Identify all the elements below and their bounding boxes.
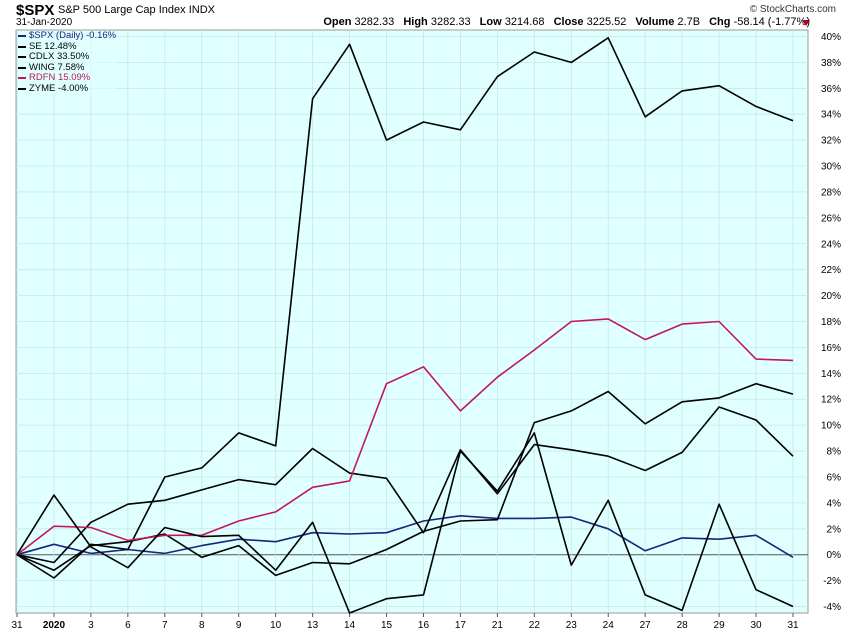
chart-legend: $SPX (Daily) -0.16% SE 12.48% CDLX 33.50% W… [18, 30, 117, 95]
legend-swatch [18, 66, 26, 69]
y-tick-label: 12% [821, 395, 841, 406]
x-tick-label: 14 [344, 620, 356, 631]
x-tick-label: 9 [236, 620, 242, 631]
high-label: High [403, 16, 428, 28]
x-tick-label: 15 [381, 620, 393, 631]
x-tick-label: 24 [603, 620, 615, 631]
close-label: Close [553, 16, 584, 28]
open-label: Open [323, 16, 352, 28]
x-tick-label: 13 [307, 620, 319, 631]
legend-swatch [18, 56, 26, 59]
y-tick-label: 24% [821, 239, 841, 250]
y-tick-label: 20% [821, 291, 841, 302]
close-value: 3225.52 [586, 16, 627, 28]
chart-header: $SPX S&P 500 Large Cap Index INDX 31-Jan… [0, 0, 850, 30]
x-tick-label: 6 [125, 620, 131, 631]
x-tick-label: 10 [270, 620, 282, 631]
legend-item: WING 7.58% [18, 61, 116, 74]
x-tick-label: 22 [529, 620, 541, 631]
y-tick-label: 0% [827, 550, 842, 561]
down-arrow-icon [802, 20, 810, 26]
x-tick-label: 29 [714, 620, 726, 631]
chart-date: 31-Jan-2020 [16, 17, 73, 28]
x-tick-label: 2020 [43, 620, 66, 631]
x-tick-label: 31 [11, 620, 23, 631]
exchange-label: INDX [188, 4, 215, 16]
x-tick-label: 16 [418, 620, 430, 631]
x-tick-label: 27 [640, 620, 652, 631]
instrument-name: S&P 500 Large Cap Index INDX [58, 4, 215, 16]
legend-label: RDFN 15.09% [29, 72, 91, 83]
high-value: 3282.33 [430, 16, 471, 28]
legend-swatch [18, 87, 26, 90]
stockcharts-logo[interactable]: © StockCharts.com [749, 4, 836, 15]
y-tick-label: -4% [823, 602, 841, 613]
instrument-title: S&P 500 Large Cap Index [58, 4, 186, 16]
grid-lines [16, 30, 808, 613]
series-line [16, 318, 794, 556]
x-tick-label: 31 [787, 620, 799, 631]
low-label: Low [479, 16, 502, 28]
x-tick-label: 7 [162, 620, 168, 631]
y-tick-label: 10% [821, 421, 841, 432]
legend-label: SE 12.48% [29, 40, 77, 52]
y-tick-label: 4% [827, 498, 842, 509]
legend-item: RDFN 15.09% [18, 72, 116, 84]
x-tick-label: 28 [677, 620, 689, 631]
legend-swatch [18, 77, 26, 80]
y-tick-label: 32% [821, 136, 841, 147]
y-tick-label: 40% [821, 32, 841, 43]
y-tick-label: 14% [821, 369, 841, 380]
low-value: 3214.68 [504, 16, 545, 28]
legend-label: $SPX (Daily) -0.16% [29, 30, 117, 41]
legend-item: $SPX (Daily) -0.16% [18, 30, 117, 42]
x-tick-label: 8 [199, 620, 205, 631]
legend-item: ZYME -4.00% [18, 82, 116, 95]
y-tick-label: 26% [821, 213, 841, 224]
chg-value: -58.14 (-1.77%) [733, 16, 810, 28]
legend-item: SE 12.48% [18, 40, 116, 53]
volume-value: 2.7B [677, 16, 701, 28]
x-tick-label: 23 [566, 620, 578, 631]
y-tick-label: 8% [827, 447, 842, 458]
series-lines [16, 36, 794, 614]
volume-label: Volume [635, 16, 675, 28]
legend-swatch [18, 45, 26, 48]
series-line [16, 432, 794, 614]
y-tick-label: 38% [821, 58, 841, 69]
y-tick-label: 22% [821, 265, 841, 276]
legend-item: CDLX 33.50% [18, 51, 116, 63]
series-line [16, 406, 794, 564]
x-tick-label: 30 [750, 620, 762, 631]
x-axis-ticks: 31 2020 3 6 7 8 9 10 13 14 15 16 17 21 22 23 24 27 28 29 30 3… [11, 613, 799, 631]
y-tick-label: -2% [823, 576, 841, 587]
chg-label: Chg [709, 16, 731, 28]
legend-label: WING 7.58% [29, 61, 85, 73]
ticker-symbol: $SPX [16, 2, 55, 19]
y-tick-label: 30% [821, 162, 841, 173]
series-line [16, 514, 794, 558]
legend-swatch [18, 35, 26, 38]
y-tick-label: 34% [821, 110, 841, 121]
x-tick-label: 3 [88, 620, 94, 631]
y-tick-label: 2% [827, 524, 842, 535]
legend-label: ZYME -4.00% [29, 82, 89, 94]
x-tick-label: 21 [492, 620, 504, 631]
y-tick-label: 18% [821, 317, 841, 328]
legend-label: CDLX 33.50% [29, 51, 90, 62]
y-tick-label: 36% [821, 84, 841, 95]
y-tick-label: 6% [827, 472, 842, 483]
ohlc-readout: Open 3282.33 High 3282.33 Low 3214.68 Cl… [317, 16, 810, 28]
open-value: 3282.33 [354, 16, 395, 28]
y-tick-label: 16% [821, 343, 841, 354]
series-line [16, 36, 794, 579]
x-tick-label: 17 [455, 620, 467, 631]
y-axis-ticks: -4% -2% 0% 2% 4% 6% 8% 10% 12% 14% 16% 18% 20% 22% 24%… [821, 32, 841, 613]
y-tick-label: 28% [821, 187, 841, 198]
